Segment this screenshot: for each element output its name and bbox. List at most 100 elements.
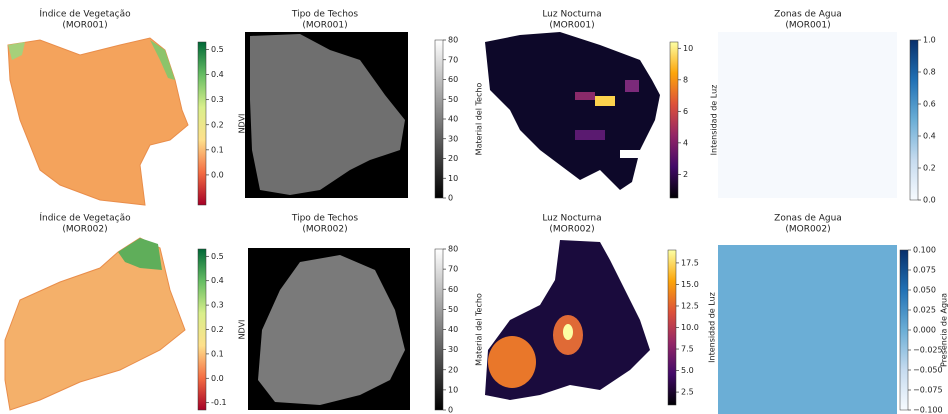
colorbar-tick-label: 70	[448, 265, 458, 274]
ndvi-map	[8, 38, 188, 205]
panel-title: Tipo de Techos	[291, 10, 359, 20]
panel-subtitle: (MOR002)	[785, 225, 830, 235]
colorbar-tick-label: 0.6	[923, 100, 936, 109]
colorbar-label: NDVI	[238, 114, 247, 134]
colorbar-tick-label: 0.3	[211, 95, 224, 104]
colorbar-tick-label: 0	[448, 194, 453, 203]
colorbar-tick-label: 0.2	[923, 164, 936, 173]
colorbar-tick-label: 0.5	[211, 45, 224, 54]
colorbar-tick-label: 20	[448, 154, 458, 163]
colorbar-tick-label: 0.100	[913, 246, 936, 255]
water-map	[718, 245, 897, 414]
panel-subtitle: (MOR002)	[62, 225, 107, 235]
panel-title: Zonas de Agua	[774, 10, 842, 20]
panel-title: Luz Nocturna	[542, 10, 601, 20]
colorbar-tick-label: 0.2	[211, 120, 224, 129]
panel-subtitle: (MOR001)	[549, 21, 594, 31]
colorbar-tick-label: 30	[448, 134, 458, 143]
colorbar-tick-label: 30	[448, 345, 458, 354]
colorbar	[435, 249, 443, 410]
colorbar-tick-label: 0.050	[913, 286, 936, 295]
colorbar	[198, 249, 206, 410]
colorbar-tick-label: 12.5	[681, 301, 699, 310]
colorbar-tick-label: -0.1	[211, 398, 227, 407]
colorbar-tick-label: 0.0	[211, 170, 224, 179]
colorbar-tick-label: 80	[448, 36, 458, 45]
colorbar-tick-label: 60	[448, 285, 458, 294]
colorbar-tick-label: 50	[448, 95, 458, 104]
panel-subtitle: (MOR001)	[302, 21, 347, 31]
light-spot	[595, 96, 615, 106]
colorbar-tick-label: 0.8	[923, 68, 936, 77]
panel-subtitle: (MOR002)	[302, 225, 347, 235]
light-spot	[563, 324, 573, 340]
colorbar	[668, 250, 676, 405]
panel-title: Tipo de Techos	[291, 214, 359, 224]
colorbar-tick-label: 0.2	[211, 325, 224, 334]
colorbar-tick-label: 10.0	[681, 323, 699, 332]
colorbar-tick-label: 0.000	[913, 326, 936, 335]
light-map	[485, 32, 660, 190]
panel-title: Índice de Vegetação	[39, 212, 131, 224]
colorbar-tick-label: 0.3	[211, 301, 224, 310]
panel-title: Zonas de Agua	[774, 214, 842, 224]
colorbar-label: NDVI	[238, 320, 247, 340]
colorbar-tick-label: 20	[448, 365, 458, 374]
colorbar	[198, 42, 206, 205]
panel-title: Luz Nocturna	[542, 214, 601, 224]
colorbar-tick-label: 0.4	[211, 276, 224, 285]
colorbar-tick-label: 50	[448, 305, 458, 314]
colorbar	[670, 42, 678, 198]
colorbar-tick-label: −0.100	[913, 406, 943, 414]
colorbar-tick-label: 10	[683, 44, 693, 53]
panel-subtitle: (MOR001)	[62, 21, 107, 31]
colorbar-tick-label: 0.075	[913, 266, 936, 275]
colorbar-tick-label: 10	[448, 385, 458, 394]
colorbar-tick-label: −0.075	[913, 386, 943, 395]
light-spot	[575, 92, 595, 100]
colorbar-label: Intensidad de Luz	[708, 292, 717, 363]
colorbar-tick-label: 40	[448, 325, 458, 334]
colorbar-label: Material del Techo	[475, 83, 484, 156]
colorbar-tick-label: 6	[683, 107, 688, 116]
colorbar-tick-label: 40	[448, 115, 458, 124]
colorbar-tick-label: 17.5	[681, 258, 699, 267]
colorbar-tick-label: 0.1	[211, 145, 224, 154]
light-spot	[625, 80, 639, 92]
colorbar-tick-label: 8	[683, 75, 688, 84]
colorbar-tick-label: 60	[448, 75, 458, 84]
panel-title: Índice de Vegetação	[39, 8, 131, 20]
colorbar-tick-label: 0.5	[211, 252, 224, 261]
colorbar-tick-label: 80	[448, 245, 458, 254]
panel-subtitle: (MOR002)	[549, 225, 594, 235]
colorbar-tick-label: 0.025	[913, 306, 936, 315]
colorbar-tick-label: −0.025	[913, 346, 943, 355]
light-spot	[488, 336, 536, 388]
colorbar-tick-label: 0.4	[211, 70, 224, 79]
colorbar-tick-label: 0.1	[211, 349, 224, 358]
colorbar-tick-label: 0.4	[923, 132, 936, 141]
colorbar	[900, 250, 908, 410]
light-gap	[620, 150, 645, 158]
panel-subtitle: (MOR001)	[785, 21, 830, 31]
colorbar	[435, 40, 443, 198]
colorbar-tick-label: 0.0	[211, 374, 224, 383]
colorbar-tick-label: 0.0	[923, 196, 936, 205]
figure: Índice de Vegetação(MOR001)0.00.10.20.30…	[0, 0, 948, 414]
light-spot	[575, 130, 605, 140]
colorbar-tick-label: 2.5	[681, 388, 694, 397]
colorbar-tick-label: −0.050	[913, 366, 943, 375]
water-map	[718, 32, 897, 198]
colorbar-tick-label: 2	[683, 170, 688, 179]
colorbar-tick-label: 1.0	[923, 36, 936, 45]
colorbar	[910, 40, 918, 200]
colorbar-tick-label: 70	[448, 55, 458, 64]
colorbar-tick-label: 15.0	[681, 280, 699, 289]
colorbar-tick-label: 5.0	[681, 366, 694, 375]
colorbar-tick-label: 7.5	[681, 345, 694, 354]
raster-images	[5, 32, 897, 414]
colorbar-tick-label: 0	[448, 406, 453, 414]
colorbar-label: Material del Techo	[475, 293, 484, 366]
colorbar-tick-label: 10	[448, 174, 458, 183]
colorbar-label: Presencia de Agua	[940, 293, 948, 367]
